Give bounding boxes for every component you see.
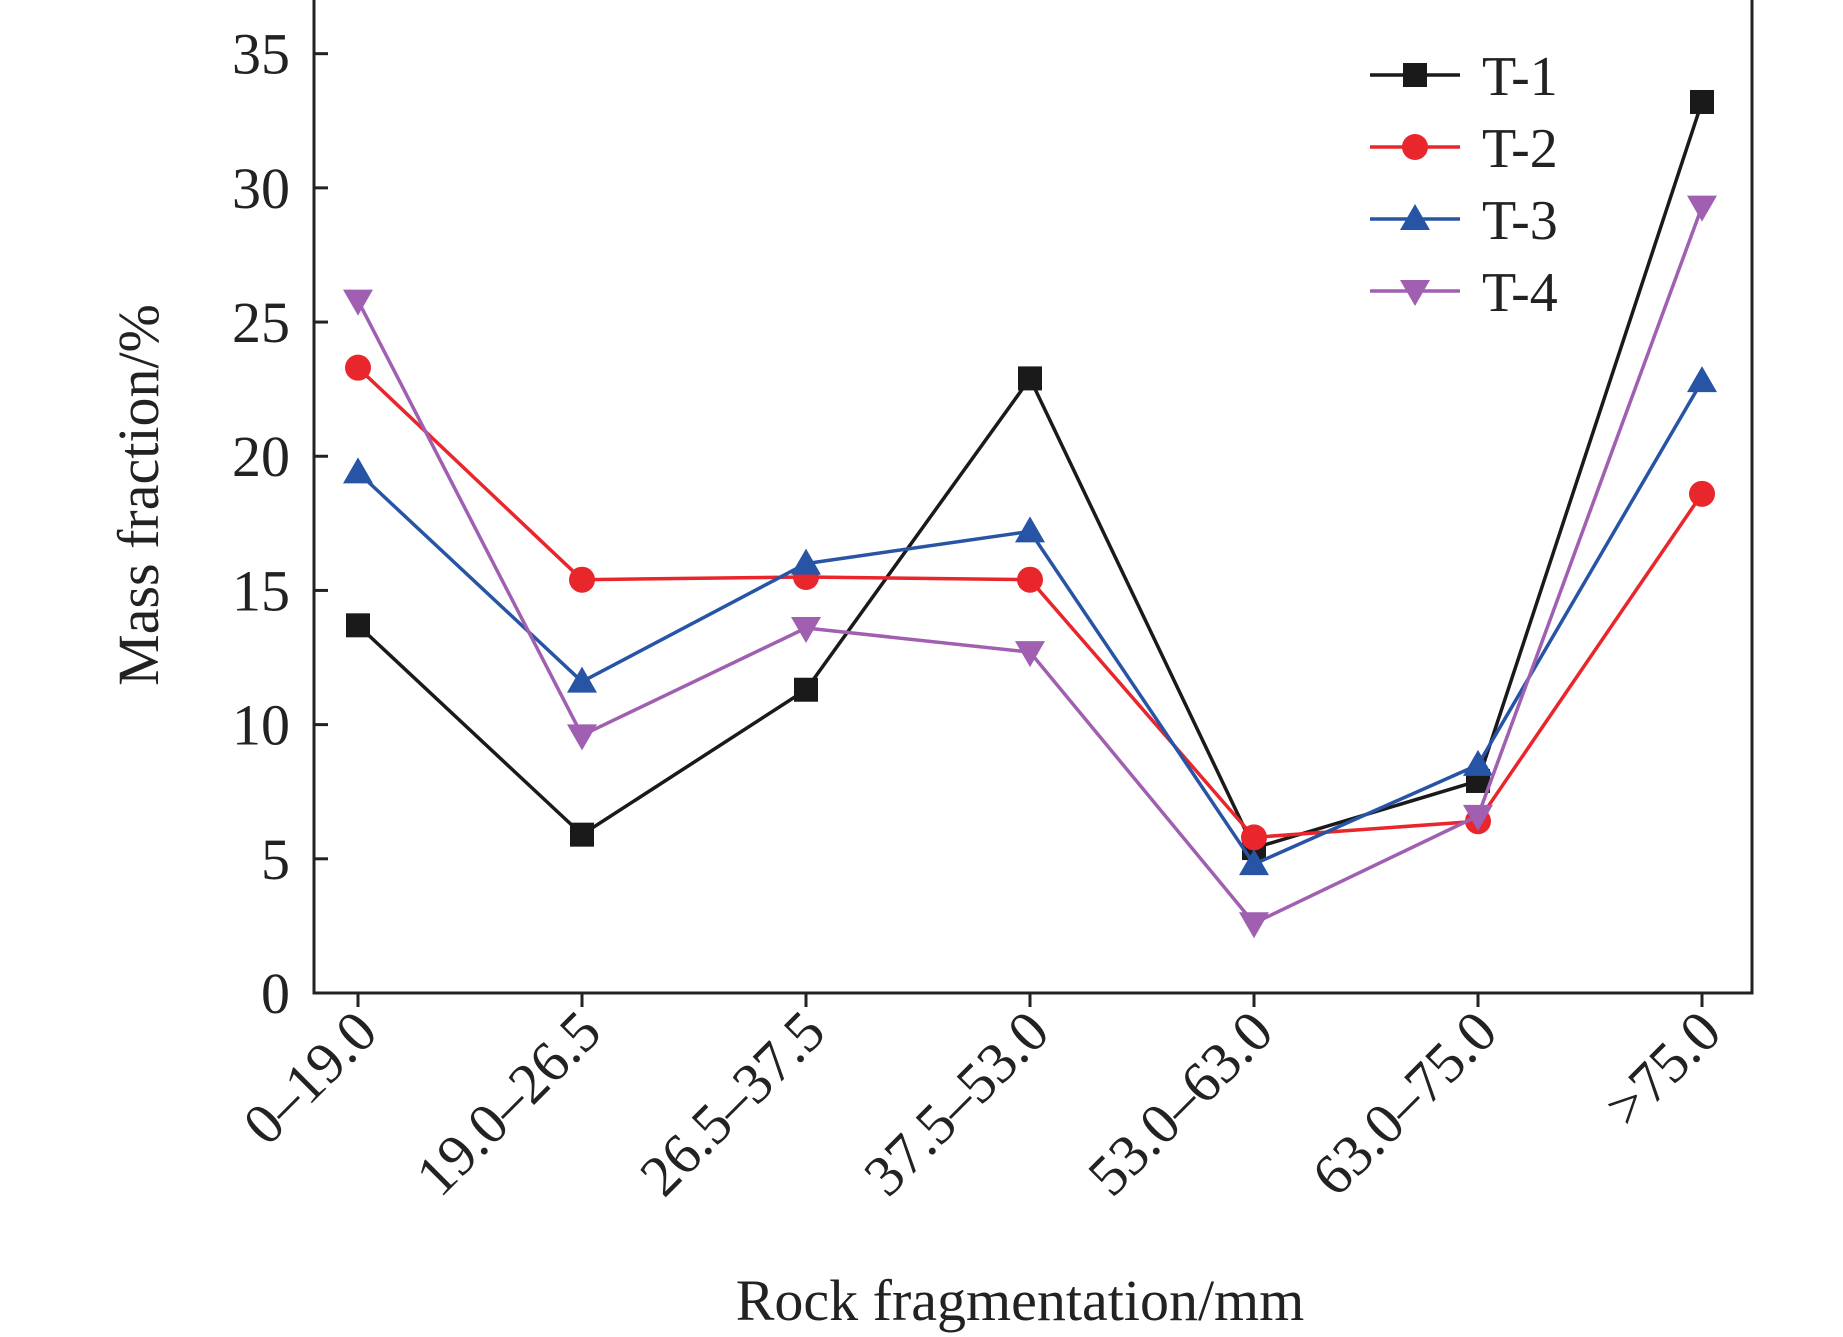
data-point-t-2: [1241, 824, 1267, 851]
y-tick-label: 10: [232, 693, 290, 758]
legend-label-t-3: T-3: [1482, 190, 1558, 252]
series-t-4: [343, 195, 1717, 939]
axes: 0 5 10 15 20 25 30 35 0–19.0 19.0–26.5 26.5–37.5 37…: [230, 0, 1754, 1208]
x-tick-label: 0–19.0: [230, 998, 389, 1157]
data-point-t-4: [1463, 804, 1493, 831]
y-tick-label: 30: [232, 156, 290, 221]
legend-marker-t-2: [1402, 134, 1428, 160]
data-point-t-1: [1690, 89, 1714, 114]
x-tick-label: 19.0–26.5: [403, 998, 613, 1208]
data-point-t-4: [1015, 641, 1045, 668]
data-point-t-4: [1239, 912, 1269, 939]
y-tick-label: 35: [232, 22, 290, 87]
data-point-t-3: [1463, 749, 1493, 776]
series-line-t-2: [356, 366, 1704, 840]
data-point-t-4: [567, 724, 597, 751]
x-axis-title: Rock fragmentation/mm: [736, 1268, 1305, 1333]
legend-marker-t-4: [1400, 280, 1430, 306]
legend-label-t-1: T-1: [1482, 46, 1558, 108]
data-point-t-4: [343, 289, 373, 316]
data-point-t-1: [346, 613, 370, 638]
data-point-t-2: [569, 566, 595, 593]
legend: T-1 T-2 T-3 T-4: [1370, 46, 1558, 324]
data-point-t-3: [567, 666, 597, 693]
x-tick-label: 53.0–63.0: [1075, 998, 1285, 1208]
data-point-t-2: [1017, 566, 1043, 593]
legend-label-t-2: T-2: [1482, 118, 1558, 180]
series-line-t-3: [356, 380, 1704, 866]
data-point-t-3: [791, 548, 821, 575]
data-point-t-2: [1689, 480, 1715, 507]
y-axis-title: Mass fraction/%: [106, 304, 171, 686]
legend-marker-t-3: [1400, 204, 1430, 230]
series-t-2: [345, 354, 1715, 851]
x-tick-label: >75.0: [1592, 998, 1733, 1139]
x-tick-label: 63.0–75.0: [1299, 998, 1509, 1208]
data-point-t-4: [791, 617, 821, 644]
data-point-t-1: [570, 822, 594, 847]
data-point-t-3: [1015, 516, 1045, 543]
y-tick-label: 25: [232, 290, 290, 355]
series-t-3: [343, 366, 1717, 876]
data-point-t-3: [1239, 849, 1269, 876]
data-point-t-1: [794, 677, 818, 702]
x-tick-label: 37.5–53.0: [851, 998, 1061, 1208]
data-point-t-1: [1018, 366, 1042, 391]
x-tick-label: 26.5–37.5: [627, 998, 837, 1208]
data-point-t-3: [1687, 366, 1717, 393]
data-point-t-3: [343, 457, 373, 484]
plot-frame: [312, 0, 1754, 995]
data-point-t-4: [1687, 195, 1717, 222]
y-tick-label: 5: [261, 827, 290, 892]
y-tick-label: 20: [232, 424, 290, 489]
legend-label-t-4: T-4: [1482, 262, 1558, 324]
y-tick-label: 0: [261, 961, 290, 1026]
series-layer: [343, 89, 1717, 939]
legend-marker-t-1: [1403, 63, 1427, 87]
data-point-t-2: [345, 354, 371, 381]
y-tick-label: 15: [232, 558, 290, 623]
